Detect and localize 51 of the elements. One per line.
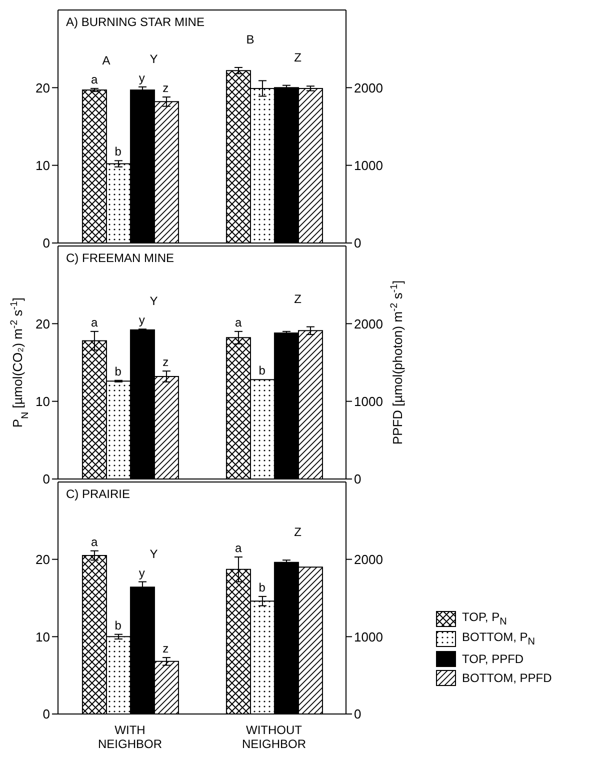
annotation: A bbox=[102, 53, 110, 68]
y2-tick-label: 0 bbox=[354, 706, 362, 722]
annotation: Z bbox=[294, 525, 302, 540]
y2-tick-label: 2000 bbox=[354, 80, 383, 96]
annotation: a bbox=[235, 315, 242, 330]
y2-tick-label: 1000 bbox=[354, 629, 383, 644]
y-tick-label: 10 bbox=[36, 394, 50, 409]
text: A) BURNING STAR MINE bbox=[66, 15, 204, 29]
annotation: Z bbox=[294, 50, 302, 64]
legend-label: BOTTOM, P$_{N}$ bbox=[462, 630, 536, 648]
annotation: a bbox=[91, 315, 98, 330]
y-tick-label: 0 bbox=[42, 472, 50, 487]
annotation: y bbox=[138, 313, 145, 328]
y-tick-label: 20 bbox=[36, 552, 50, 567]
annotation: a bbox=[91, 72, 98, 86]
y-tick-label: 20 bbox=[36, 80, 50, 96]
y-tick-label: 0 bbox=[42, 706, 50, 722]
chart-title: C) PRAIRIE bbox=[66, 487, 130, 501]
annotation: z bbox=[162, 642, 169, 656]
annotation: B bbox=[246, 32, 254, 46]
annotation: b bbox=[258, 364, 266, 378]
y2-tick-label: 0 bbox=[354, 236, 362, 251]
annotation: b bbox=[114, 144, 122, 159]
annotation: b bbox=[114, 618, 122, 632]
legend-label: BOTTOM, PPFD bbox=[462, 670, 552, 685]
y-tick-label: 10 bbox=[36, 629, 50, 644]
y-tick-label: 0 bbox=[42, 236, 50, 251]
annotation: b bbox=[258, 580, 266, 594]
text: C) FREEMAN MINE bbox=[66, 251, 174, 265]
y2-tick-label: 0 bbox=[354, 472, 362, 487]
annotation: Y bbox=[150, 294, 158, 308]
x-tick-label: WITHOUT NEIGHBOR bbox=[242, 723, 306, 751]
y2-tick-label: 2000 bbox=[354, 552, 383, 567]
y2-tick-label: 2000 bbox=[354, 316, 383, 332]
annotation: Y bbox=[150, 546, 158, 561]
annotation: Y bbox=[150, 52, 158, 66]
x-tick-label: WITH NEIGHBOR bbox=[98, 723, 162, 751]
y2-tick-label: 1000 bbox=[354, 394, 383, 409]
y-tick-label: 10 bbox=[36, 158, 50, 173]
annotation: z bbox=[162, 80, 169, 95]
annotation: y bbox=[138, 566, 145, 580]
y2-tick-label: 1000 bbox=[354, 158, 383, 173]
legend-label: TOP, PPFD bbox=[462, 652, 524, 666]
y-tick-label: 20 bbox=[36, 316, 50, 332]
legend-label: TOP, P$_{N}$ bbox=[462, 610, 507, 628]
annotation: Z bbox=[294, 292, 302, 306]
annotation: a bbox=[235, 541, 242, 556]
annotation: b bbox=[114, 364, 122, 378]
annotation: y bbox=[138, 70, 145, 85]
annotation: z bbox=[162, 355, 169, 370]
annotation: a bbox=[91, 534, 98, 549]
